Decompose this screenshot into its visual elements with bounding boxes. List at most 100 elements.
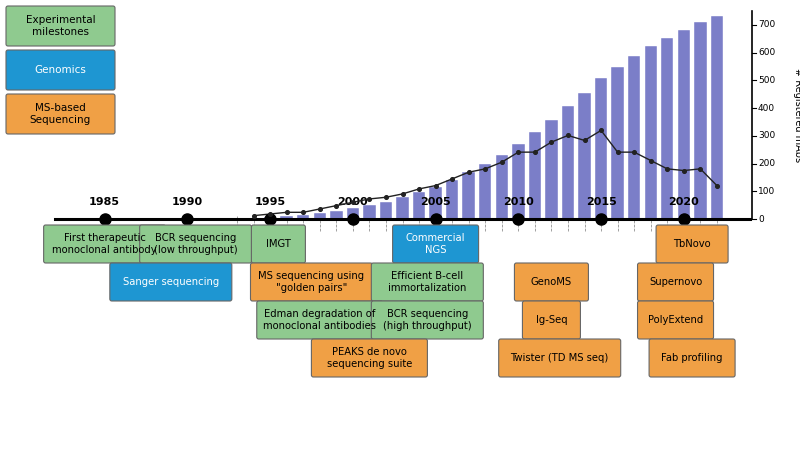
FancyBboxPatch shape xyxy=(44,225,166,263)
Text: 100: 100 xyxy=(758,187,775,196)
Point xyxy=(562,132,574,139)
FancyBboxPatch shape xyxy=(529,133,541,219)
FancyBboxPatch shape xyxy=(281,216,293,219)
Point xyxy=(280,209,293,216)
Point xyxy=(314,205,326,212)
FancyBboxPatch shape xyxy=(264,217,276,219)
Text: First therapeutic
monoclonal antibody: First therapeutic monoclonal antibody xyxy=(52,233,157,255)
Text: 500: 500 xyxy=(758,76,775,85)
FancyBboxPatch shape xyxy=(661,38,674,219)
FancyBboxPatch shape xyxy=(611,67,624,219)
FancyBboxPatch shape xyxy=(522,301,581,339)
Text: Efficient B-cell
immortalization: Efficient B-cell immortalization xyxy=(388,271,466,293)
Text: BCR sequencing
(high throughput): BCR sequencing (high throughput) xyxy=(383,309,472,331)
FancyBboxPatch shape xyxy=(371,263,483,301)
Point xyxy=(678,167,690,174)
FancyBboxPatch shape xyxy=(645,46,657,219)
FancyBboxPatch shape xyxy=(380,202,392,219)
Text: PolyExtend: PolyExtend xyxy=(648,315,703,325)
Text: Fab profiling: Fab profiling xyxy=(662,353,723,363)
Point xyxy=(628,148,641,156)
FancyBboxPatch shape xyxy=(638,301,714,339)
Text: 200: 200 xyxy=(758,159,775,168)
Text: MS-based
Sequencing: MS-based Sequencing xyxy=(30,103,91,125)
Text: 2010: 2010 xyxy=(503,197,534,207)
FancyBboxPatch shape xyxy=(446,180,458,219)
Point xyxy=(611,148,624,156)
FancyBboxPatch shape xyxy=(546,120,558,219)
FancyBboxPatch shape xyxy=(678,30,690,219)
Text: Supernovo: Supernovo xyxy=(649,277,702,287)
FancyBboxPatch shape xyxy=(710,16,723,219)
FancyBboxPatch shape xyxy=(110,263,232,301)
FancyBboxPatch shape xyxy=(330,211,342,219)
FancyBboxPatch shape xyxy=(649,339,735,377)
FancyBboxPatch shape xyxy=(656,225,728,263)
Point xyxy=(495,159,508,166)
FancyBboxPatch shape xyxy=(479,164,491,219)
Point xyxy=(479,165,492,172)
Text: 700: 700 xyxy=(758,20,775,29)
FancyBboxPatch shape xyxy=(346,208,359,219)
FancyBboxPatch shape xyxy=(514,263,589,301)
FancyBboxPatch shape xyxy=(247,218,260,219)
Text: Twister (TD MS seq): Twister (TD MS seq) xyxy=(510,353,609,363)
Text: BCR sequencing
(low throughput): BCR sequencing (low throughput) xyxy=(154,233,238,255)
Point xyxy=(413,185,426,193)
FancyBboxPatch shape xyxy=(694,22,706,219)
FancyBboxPatch shape xyxy=(297,215,310,219)
FancyBboxPatch shape xyxy=(250,263,373,301)
Text: Edman degradation of
monoclonal antibodies: Edman degradation of monoclonal antibodi… xyxy=(263,309,376,331)
FancyBboxPatch shape xyxy=(314,213,326,219)
Text: 2005: 2005 xyxy=(420,197,451,207)
Point xyxy=(594,127,607,134)
Text: 2015: 2015 xyxy=(586,197,617,207)
Point xyxy=(578,137,591,144)
Point xyxy=(297,209,310,216)
Point xyxy=(363,195,376,202)
FancyBboxPatch shape xyxy=(396,198,409,219)
Text: 2000: 2000 xyxy=(338,197,368,207)
Point xyxy=(529,148,542,156)
Point xyxy=(545,138,558,146)
FancyBboxPatch shape xyxy=(393,225,478,263)
Text: 300: 300 xyxy=(758,131,775,140)
Text: Commercial
NGS: Commercial NGS xyxy=(406,233,466,255)
FancyBboxPatch shape xyxy=(413,193,426,219)
FancyBboxPatch shape xyxy=(578,93,590,219)
Text: IMGT: IMGT xyxy=(266,239,291,249)
FancyBboxPatch shape xyxy=(495,155,508,219)
Point xyxy=(644,157,657,164)
Point xyxy=(462,169,475,176)
Text: MS sequencing using
"golden pairs": MS sequencing using "golden pairs" xyxy=(258,271,365,293)
Point xyxy=(247,212,260,219)
Point xyxy=(512,148,525,156)
Text: 1995: 1995 xyxy=(254,197,286,207)
Text: Ig-Seq: Ig-Seq xyxy=(536,315,567,325)
Point xyxy=(429,182,442,189)
FancyBboxPatch shape xyxy=(6,94,115,134)
FancyBboxPatch shape xyxy=(6,6,115,46)
FancyBboxPatch shape xyxy=(512,143,525,219)
Text: GenoMS: GenoMS xyxy=(531,277,572,287)
FancyBboxPatch shape xyxy=(595,78,607,219)
FancyBboxPatch shape xyxy=(311,339,427,377)
Text: 0: 0 xyxy=(758,215,764,224)
Point xyxy=(379,193,392,201)
Text: 600: 600 xyxy=(758,48,775,57)
Point xyxy=(264,210,277,217)
FancyBboxPatch shape xyxy=(430,187,442,219)
Point xyxy=(710,182,723,189)
Point xyxy=(446,175,458,183)
Point xyxy=(396,190,409,198)
FancyBboxPatch shape xyxy=(140,225,252,263)
Text: 1985: 1985 xyxy=(89,197,120,207)
FancyBboxPatch shape xyxy=(462,172,475,219)
Text: 1990: 1990 xyxy=(172,197,203,207)
Text: Genomics: Genomics xyxy=(34,65,86,75)
FancyBboxPatch shape xyxy=(363,205,376,219)
Point xyxy=(346,199,359,206)
FancyBboxPatch shape xyxy=(498,339,621,377)
FancyBboxPatch shape xyxy=(628,56,640,219)
FancyBboxPatch shape xyxy=(251,225,306,263)
